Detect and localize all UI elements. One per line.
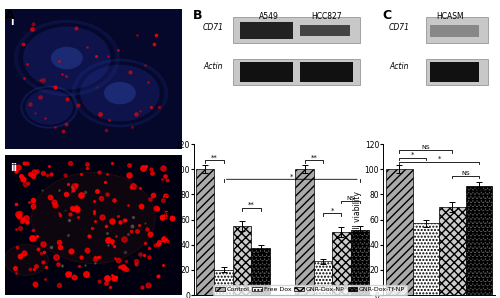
Y-axis label: % cell viability: % cell viability [353,192,362,247]
Bar [214,270,233,295]
Text: **: ** [211,154,218,160]
Bar [314,261,332,295]
Text: HCASM: HCASM [436,12,464,21]
Text: NS: NS [422,145,430,150]
Text: i: i [10,17,14,27]
Legend: Control, Free Dox, GNR-Dox-NP, GNR-Dox-Tf-NP: Control, Free Dox, GNR-Dox-NP, GNR-Dox-T… [212,285,408,295]
Text: *: * [330,207,334,213]
FancyBboxPatch shape [240,62,293,82]
Text: Actin: Actin [203,62,222,71]
Bar [252,249,270,295]
FancyBboxPatch shape [430,25,480,37]
Bar [412,223,439,295]
Ellipse shape [26,89,73,125]
Bar [439,207,466,295]
FancyBboxPatch shape [300,25,350,36]
Text: NS: NS [462,170,470,176]
Bar [196,169,214,295]
Text: A549: A549 [258,12,278,21]
FancyBboxPatch shape [426,17,488,43]
Bar [296,169,314,295]
Text: *: * [438,156,441,162]
Text: ii: ii [10,163,18,173]
Text: *: * [411,152,414,158]
FancyBboxPatch shape [426,59,488,85]
Ellipse shape [32,172,156,263]
Text: A: A [5,9,15,22]
Ellipse shape [80,65,160,122]
Text: CD71: CD71 [389,23,410,32]
Text: Actin: Actin [389,62,408,71]
Bar [386,169,412,295]
Text: B: B [192,9,202,22]
Y-axis label: % cell viability: % cell viability [164,192,172,247]
FancyBboxPatch shape [240,22,293,38]
Text: C: C [382,9,392,22]
Text: **: ** [310,154,317,160]
Bar [233,226,252,295]
Ellipse shape [23,27,110,90]
FancyBboxPatch shape [300,62,354,82]
Text: CD71: CD71 [203,23,224,32]
Text: NS: NS [346,196,355,201]
FancyBboxPatch shape [233,17,360,43]
Ellipse shape [51,47,83,69]
FancyBboxPatch shape [430,62,480,82]
Bar [350,229,369,295]
Ellipse shape [4,245,48,275]
Text: *: * [290,173,294,179]
FancyBboxPatch shape [233,59,360,85]
Text: **: ** [248,202,254,208]
Bar [466,186,492,295]
Text: HCC827: HCC827 [312,12,342,21]
Bar [332,232,350,295]
Ellipse shape [104,82,136,104]
